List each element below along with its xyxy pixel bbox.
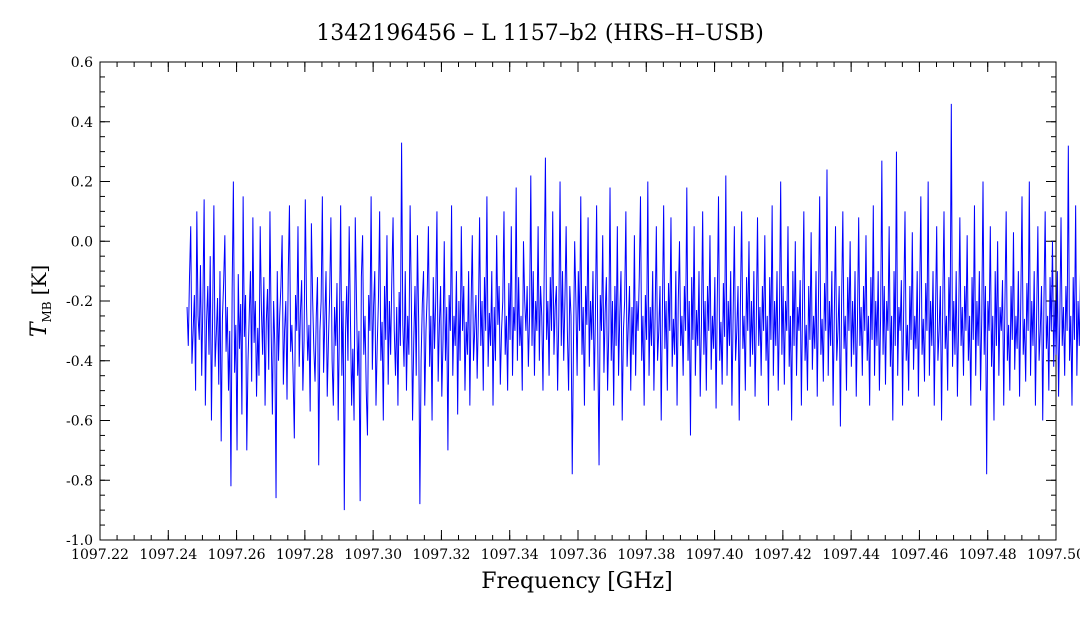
x-tick-label: 1097.30: [344, 547, 402, 563]
x-tick-label: 1097.46: [890, 547, 948, 563]
y-tick-label: -0.8: [66, 473, 93, 489]
x-tick-label: 1097.38: [617, 547, 675, 563]
y-tick-label: -1.0: [66, 533, 93, 549]
x-tick-label: 1097.34: [481, 547, 539, 563]
y-tick-labels: -1.0 -0.8 -0.6 -0.4 -0.2 0.0 0.2 0.4 0.6: [66, 55, 93, 549]
x-tick-label: 1097.26: [208, 547, 266, 563]
y-tick-label: 0.6: [71, 55, 93, 71]
y-tick-label: 0.2: [71, 175, 93, 191]
x-tick-label: 1097.32: [412, 547, 470, 563]
y-tick-label: 0.0: [71, 234, 93, 250]
x-tick-label: 1097.28: [276, 547, 334, 563]
x-tick-label: 1097.24: [139, 547, 197, 563]
y-axis-label-symbol: T: [27, 320, 52, 337]
spectrum-series-line: [186, 103, 1080, 511]
y-tick-label: 0.4: [71, 115, 93, 131]
y-axis-label-subscript: MB: [40, 301, 54, 322]
y-tick-label: -0.2: [66, 294, 93, 310]
chart-title: 1342196456 – L 1157–b2 (HRS–H–USB): [316, 21, 764, 46]
x-tick-label: 1097.48: [959, 547, 1017, 563]
x-tick-label: 1097.44: [822, 547, 880, 563]
y-tick-label: -0.4: [66, 354, 93, 370]
x-tick-labels: 1097.22 1097.24 1097.26 1097.28 1097.30 1097.…: [71, 547, 1080, 563]
x-tick-label: 1097.36: [549, 547, 607, 563]
x-tick-label: 1097.50: [1027, 547, 1080, 563]
y-axis-label: TMB [K]: [27, 265, 54, 337]
x-tick-label: 1097.42: [754, 547, 812, 563]
axis-ticks: [99, 61, 1057, 541]
y-axis-label-unit: [K]: [27, 265, 51, 296]
x-tick-label: 1097.40: [686, 547, 744, 563]
x-tick-label: 1097.22: [71, 547, 129, 563]
x-axis-label: Frequency [GHz]: [481, 569, 673, 594]
y-tick-label: -0.6: [66, 414, 93, 430]
svg-text:TMB[K]: TMB [K]: [27, 265, 54, 337]
